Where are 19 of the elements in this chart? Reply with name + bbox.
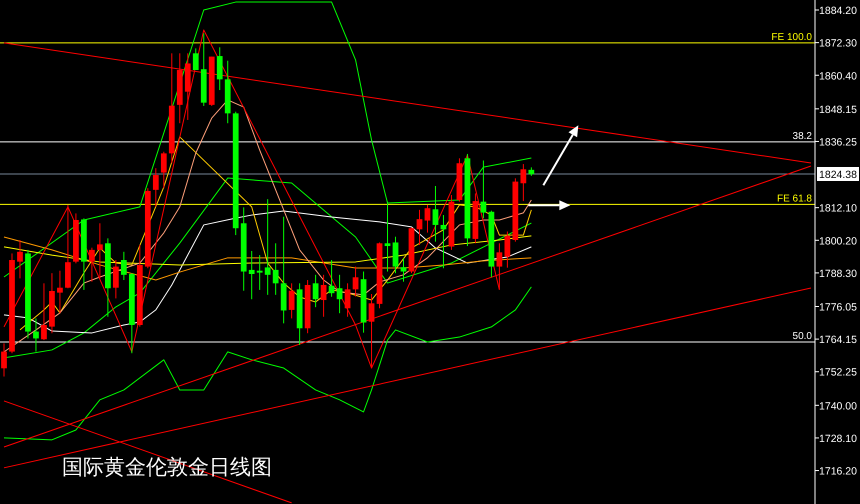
y-tick-label: 1884.20: [819, 5, 858, 18]
annotation: 38.2: [792, 130, 812, 142]
y-tick-label: 1776.05: [819, 301, 858, 314]
y-tick-label: 1800.20: [819, 235, 858, 248]
y-tick-label: 1740.00: [819, 400, 858, 412]
y-tick-label: 1848.15: [819, 104, 858, 116]
ref-line-label: FE 100.0: [771, 32, 812, 43]
y-tick-label: 1872.30: [819, 38, 858, 50]
ref-line-label: FE 61.8: [776, 193, 812, 204]
y-tick-label: 1728.10: [819, 432, 858, 445]
y-tick-label: 1764.15: [819, 334, 858, 346]
y-tick-label: 1812.10: [819, 202, 858, 215]
y-tick-label: 1788.30: [819, 268, 858, 280]
annotation: 50.0: [792, 330, 812, 342]
y-tick-label: 1836.25: [819, 136, 858, 148]
y-tick-label: 1824.38: [819, 168, 858, 181]
y-tick-label: 1752.25: [819, 366, 858, 379]
y-tick-label: 1716.20: [819, 466, 858, 478]
y-tick-label: 1860.40: [819, 70, 858, 82]
